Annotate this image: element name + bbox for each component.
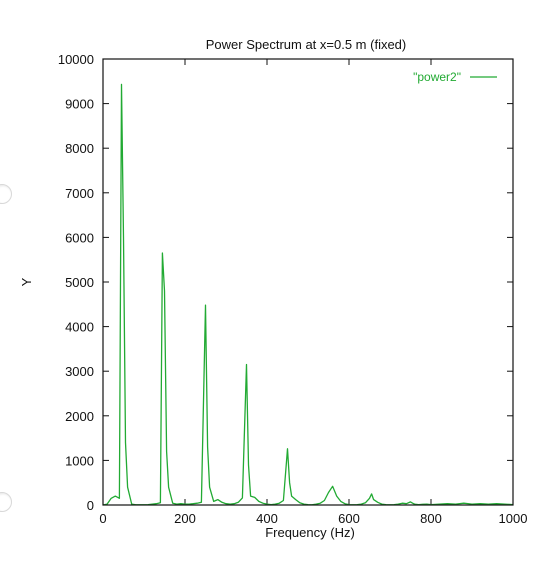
plot-frame <box>102 58 514 506</box>
chart-title: Power Spectrum at x=0.5 m (fixed) <box>206 37 407 52</box>
legend-label: "power2" <box>413 70 461 84</box>
y-tick-label: 7000 <box>65 186 94 201</box>
y-tick-label: 9000 <box>65 97 94 112</box>
x-axis-label: Frequency (Hz) <box>265 525 355 540</box>
y-axis-label: Y <box>19 277 34 286</box>
y-tick-label: 3000 <box>65 364 94 379</box>
y-tick-label: 0 <box>87 498 94 513</box>
y-tick-label: 1000 <box>65 453 94 468</box>
x-tick-label: 800 <box>420 511 442 526</box>
x-tick-label: 400 <box>256 511 278 526</box>
y-tick-label: 2000 <box>65 409 94 424</box>
legend: "power2" <box>413 70 497 84</box>
x-tick-label: 200 <box>174 511 196 526</box>
x-tick-label: 600 <box>338 511 360 526</box>
x-tick-label: 0 <box>99 511 106 526</box>
y-tick-label: 10000 <box>58 52 94 67</box>
y-tick-label: 8000 <box>65 141 94 156</box>
y-tick-label: 4000 <box>65 320 94 335</box>
series-line-power2 <box>102 83 514 506</box>
y-tick-label: 5000 <box>65 275 94 290</box>
y-tick-label: 6000 <box>65 230 94 245</box>
x-tick-label: 1000 <box>499 511 528 526</box>
